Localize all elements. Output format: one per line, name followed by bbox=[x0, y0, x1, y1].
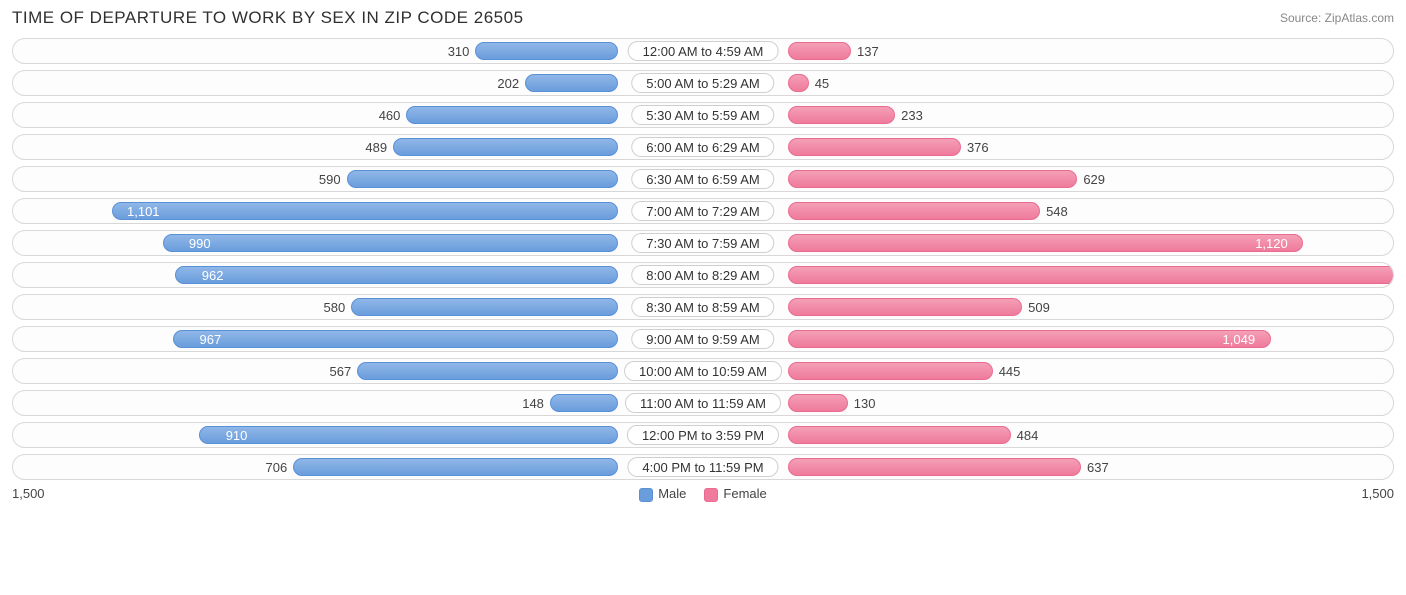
chart-row: 489 376 6:00 AM to 6:29 AM bbox=[12, 134, 1394, 160]
male-bar bbox=[175, 266, 618, 284]
male-bar bbox=[351, 298, 618, 316]
male-value-label: 202 bbox=[497, 71, 519, 95]
female-value-label: 45 bbox=[815, 71, 829, 95]
male-value-label: 962 bbox=[202, 263, 224, 287]
male-bar bbox=[173, 330, 618, 348]
female-value-label: 484 bbox=[1017, 423, 1039, 447]
legend: Male Female bbox=[639, 486, 767, 502]
category-label: 5:00 AM to 5:29 AM bbox=[631, 73, 774, 93]
chart-row: 706 637 4:00 PM to 11:59 PM bbox=[12, 454, 1394, 480]
female-bar bbox=[788, 362, 993, 380]
axis-max-left: 1,500 bbox=[12, 486, 45, 501]
male-value-label: 489 bbox=[365, 135, 387, 159]
male-bar bbox=[406, 106, 618, 124]
chart-row: 202 45 5:00 AM to 5:29 AM bbox=[12, 70, 1394, 96]
female-swatch bbox=[704, 488, 718, 502]
legend-label-male: Male bbox=[658, 486, 686, 501]
male-value-label: 310 bbox=[448, 39, 470, 63]
category-label: 8:30 AM to 8:59 AM bbox=[631, 297, 774, 317]
female-bar bbox=[788, 74, 809, 92]
male-value-label: 590 bbox=[319, 167, 341, 191]
male-bar bbox=[112, 202, 618, 220]
male-bar bbox=[357, 362, 618, 380]
female-bar bbox=[788, 394, 848, 412]
male-bar bbox=[163, 234, 618, 252]
female-value-label: 629 bbox=[1083, 167, 1105, 191]
male-bar bbox=[475, 42, 618, 60]
male-value-label: 567 bbox=[329, 359, 351, 383]
legend-item-female: Female bbox=[704, 486, 766, 502]
female-bar bbox=[788, 42, 851, 60]
chart-row: 910 484 12:00 PM to 3:59 PM bbox=[12, 422, 1394, 448]
female-value-label: 233 bbox=[901, 103, 923, 127]
male-bar bbox=[293, 458, 618, 476]
chart-row: 567 445 10:00 AM to 10:59 AM bbox=[12, 358, 1394, 384]
axis-max-right: 1,500 bbox=[1361, 486, 1394, 501]
female-value-label: 376 bbox=[967, 135, 989, 159]
female-bar bbox=[788, 330, 1271, 348]
chart-row: 580 509 8:30 AM to 8:59 AM bbox=[12, 294, 1394, 320]
category-label: 6:00 AM to 6:29 AM bbox=[631, 137, 774, 157]
male-value-label: 148 bbox=[522, 391, 544, 415]
category-label: 4:00 PM to 11:59 PM bbox=[627, 457, 778, 477]
chart-row: 310 137 12:00 AM to 4:59 AM bbox=[12, 38, 1394, 64]
female-bar bbox=[788, 202, 1040, 220]
legend-label-female: Female bbox=[723, 486, 766, 501]
female-bar bbox=[788, 234, 1303, 252]
female-bar bbox=[788, 138, 961, 156]
category-label: 12:00 PM to 3:59 PM bbox=[627, 425, 779, 445]
male-value-label: 967 bbox=[199, 327, 221, 351]
chart-row: 1,101 548 7:00 AM to 7:29 AM bbox=[12, 198, 1394, 224]
male-value-label: 910 bbox=[226, 423, 248, 447]
female-value-label: 130 bbox=[854, 391, 876, 415]
female-bar bbox=[788, 426, 1011, 444]
male-bar bbox=[347, 170, 618, 188]
male-bar bbox=[525, 74, 618, 92]
chart-source: Source: ZipAtlas.com bbox=[1280, 11, 1394, 25]
category-label: 8:00 AM to 8:29 AM bbox=[631, 265, 774, 285]
female-bar bbox=[788, 458, 1081, 476]
chart-row: 990 1,120 7:30 AM to 7:59 AM bbox=[12, 230, 1394, 256]
diverging-bar-chart: 310 137 12:00 AM to 4:59 AM 202 45 5:00 AM to… bbox=[12, 38, 1394, 480]
male-value-label: 460 bbox=[379, 103, 401, 127]
category-label: 7:00 AM to 7:29 AM bbox=[631, 201, 774, 221]
male-value-label: 1,101 bbox=[127, 199, 160, 223]
female-bar bbox=[788, 266, 1394, 284]
female-value-label: 137 bbox=[857, 39, 879, 63]
category-label: 10:00 AM to 10:59 AM bbox=[624, 361, 782, 381]
female-value-label: 637 bbox=[1087, 455, 1109, 479]
female-value-label: 548 bbox=[1046, 199, 1068, 223]
male-value-label: 706 bbox=[266, 455, 288, 479]
female-value-label: 1,049 bbox=[1223, 327, 1256, 351]
female-bar bbox=[788, 106, 895, 124]
male-bar bbox=[550, 394, 618, 412]
chart-row: 460 233 5:30 AM to 5:59 AM bbox=[12, 102, 1394, 128]
chart-row: 9621,4238:00 AM to 8:29 AM bbox=[12, 262, 1394, 288]
male-bar bbox=[393, 138, 618, 156]
legend-item-male: Male bbox=[639, 486, 686, 502]
category-label: 6:30 AM to 6:59 AM bbox=[631, 169, 774, 189]
male-bar bbox=[199, 426, 618, 444]
male-value-label: 580 bbox=[324, 295, 346, 319]
female-value-label: 1,120 bbox=[1255, 231, 1288, 255]
category-label: 5:30 AM to 5:59 AM bbox=[631, 105, 774, 125]
male-value-label: 990 bbox=[189, 231, 211, 255]
chart-row: 967 1,049 9:00 AM to 9:59 AM bbox=[12, 326, 1394, 352]
category-label: 11:00 AM to 11:59 AM bbox=[625, 393, 781, 413]
chart-row: 148 130 11:00 AM to 11:59 AM bbox=[12, 390, 1394, 416]
chart-header: TIME OF DEPARTURE TO WORK BY SEX IN ZIP … bbox=[12, 8, 1394, 28]
chart-footer: 1,500 Male Female 1,500 bbox=[12, 486, 1394, 502]
category-label: 12:00 AM to 4:59 AM bbox=[628, 41, 779, 61]
category-label: 9:00 AM to 9:59 AM bbox=[631, 329, 774, 349]
female-value-label: 509 bbox=[1028, 295, 1050, 319]
chart-row: 590 629 6:30 AM to 6:59 AM bbox=[12, 166, 1394, 192]
female-value-label: 445 bbox=[999, 359, 1021, 383]
female-bar bbox=[788, 170, 1077, 188]
chart-title: TIME OF DEPARTURE TO WORK BY SEX IN ZIP … bbox=[12, 8, 524, 28]
female-bar bbox=[788, 298, 1022, 316]
category-label: 7:30 AM to 7:59 AM bbox=[631, 233, 774, 253]
male-swatch bbox=[639, 488, 653, 502]
